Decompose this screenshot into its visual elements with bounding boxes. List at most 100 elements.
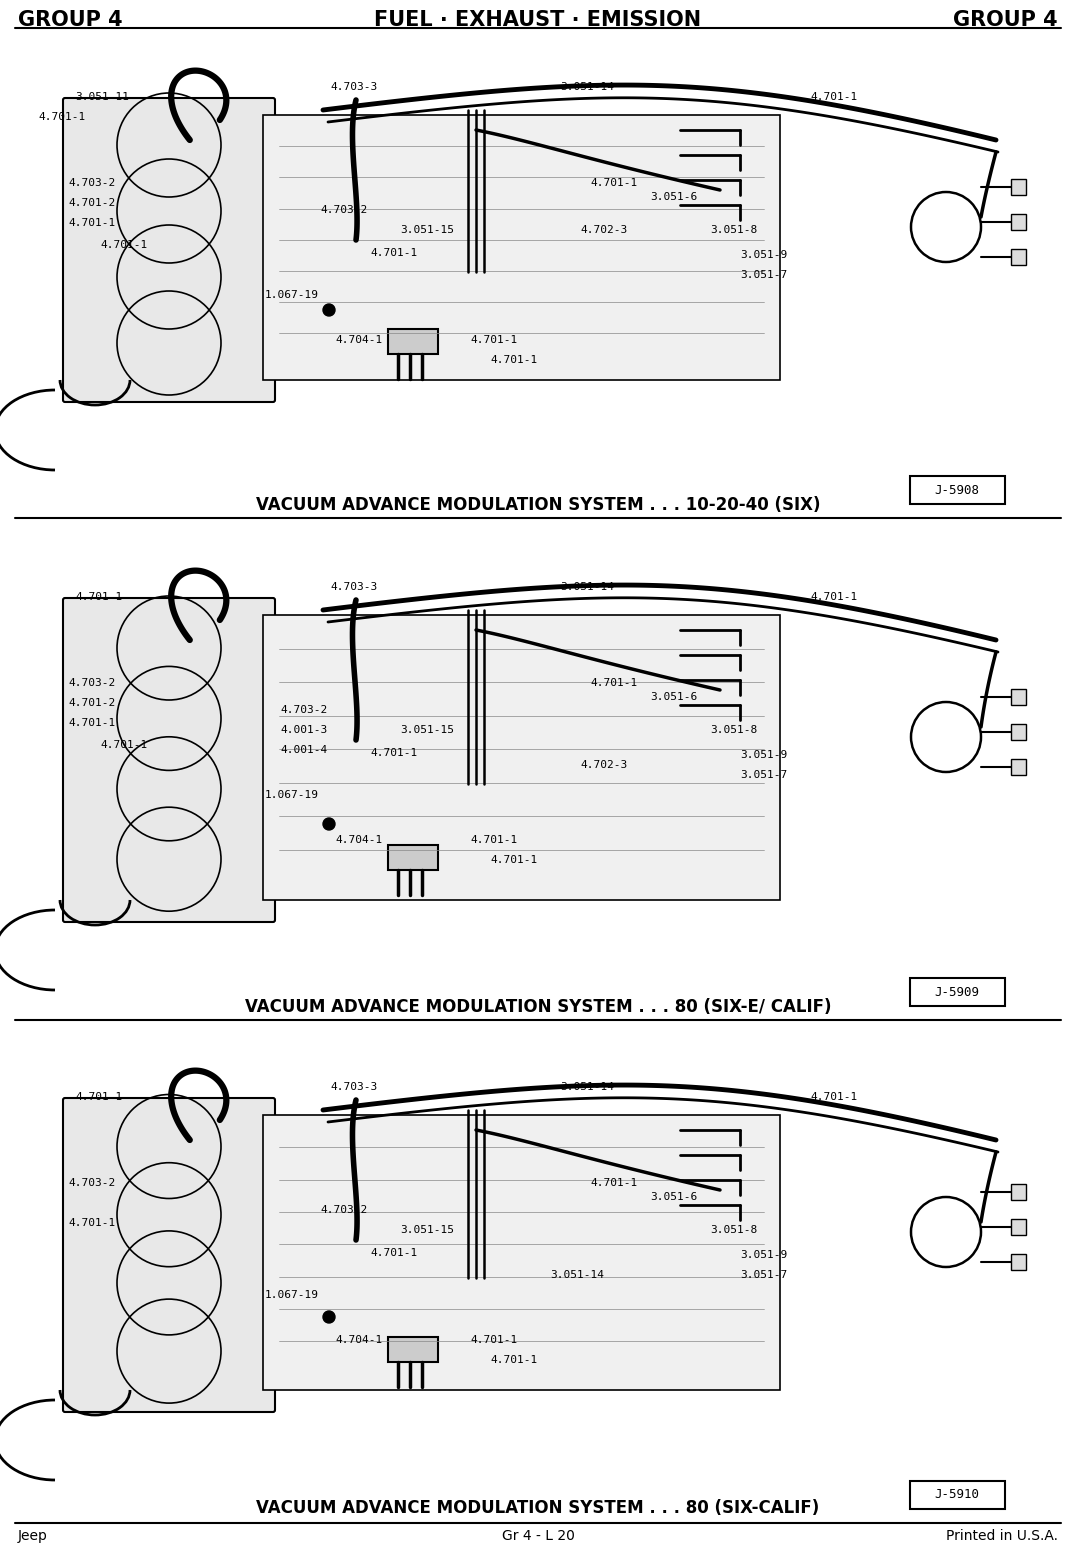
- Text: J-5908: J-5908: [934, 484, 979, 496]
- Bar: [1011, 180, 1027, 195]
- Text: 4.703-2: 4.703-2: [320, 204, 367, 215]
- Text: 4.703-2: 4.703-2: [320, 1205, 367, 1214]
- Text: 4.701-1: 4.701-1: [490, 354, 537, 365]
- Text: 3.051-14: 3.051-14: [550, 1271, 604, 1280]
- Text: 4.704-1: 4.704-1: [335, 835, 382, 845]
- Text: 4.701-1: 4.701-1: [68, 1218, 115, 1229]
- Text: 1.067-19: 1.067-19: [265, 1289, 318, 1300]
- Text: 3.051-9: 3.051-9: [740, 749, 788, 760]
- Text: 3.051-8: 3.051-8: [710, 1225, 758, 1235]
- Text: 4.703-2: 4.703-2: [68, 178, 115, 187]
- Text: FUEL · EXHAUST · EMISSION: FUEL · EXHAUST · EMISSION: [374, 9, 702, 30]
- Circle shape: [323, 818, 335, 830]
- Bar: [910, 1481, 1005, 1509]
- Bar: [263, 615, 780, 901]
- Text: GROUP 4: GROUP 4: [18, 9, 123, 30]
- Text: VACUUM ADVANCE MODULATION SYSTEM . . . 80 (SIX-CALIF): VACUUM ADVANCE MODULATION SYSTEM . . . 8…: [256, 1499, 820, 1517]
- Text: 3.051-7: 3.051-7: [740, 270, 788, 279]
- Text: 4.701-1: 4.701-1: [470, 835, 518, 845]
- Text: 4.703-2: 4.703-2: [68, 1179, 115, 1188]
- Bar: [1011, 250, 1027, 265]
- Text: 4.701-1: 4.701-1: [68, 219, 115, 228]
- Text: 3.051-7: 3.051-7: [740, 1271, 788, 1280]
- Text: Jeep: Jeep: [18, 1530, 47, 1542]
- Text: 4.701-1: 4.701-1: [590, 677, 637, 688]
- Text: 4.701-1: 4.701-1: [38, 112, 85, 122]
- Text: 1.067-19: 1.067-19: [265, 790, 318, 799]
- Text: 3.051-14: 3.051-14: [560, 83, 614, 92]
- Text: 3.051-6: 3.051-6: [650, 192, 697, 201]
- Circle shape: [323, 1311, 335, 1324]
- Text: 3.051-8: 3.051-8: [710, 724, 758, 735]
- Bar: [1011, 1253, 1027, 1271]
- Text: 4.701-1: 4.701-1: [75, 592, 123, 603]
- FancyBboxPatch shape: [63, 1097, 275, 1413]
- Text: 4.704-1: 4.704-1: [335, 1335, 382, 1346]
- Text: J-5910: J-5910: [934, 1489, 979, 1502]
- Text: 4.703-3: 4.703-3: [330, 83, 378, 92]
- Text: 4.704-1: 4.704-1: [335, 336, 382, 345]
- Bar: [263, 116, 780, 379]
- Text: 4.701-1: 4.701-1: [470, 1335, 518, 1346]
- Bar: [1011, 214, 1027, 229]
- Bar: [388, 329, 438, 354]
- Text: 3.051-15: 3.051-15: [400, 1225, 454, 1235]
- Text: 4.701-1: 4.701-1: [490, 1355, 537, 1364]
- Bar: [910, 979, 1005, 1005]
- Text: 4.703-3: 4.703-3: [330, 1082, 378, 1093]
- Text: GROUP 4: GROUP 4: [953, 9, 1058, 30]
- Bar: [388, 1338, 438, 1363]
- Text: 4.701-2: 4.701-2: [68, 698, 115, 709]
- Bar: [1011, 1219, 1027, 1235]
- Text: 4.701-1: 4.701-1: [68, 718, 115, 727]
- Text: VACUUM ADVANCE MODULATION SYSTEM . . . 80 (SIX-E/ CALIF): VACUUM ADVANCE MODULATION SYSTEM . . . 8…: [244, 997, 832, 1016]
- Text: 4.701-1: 4.701-1: [810, 92, 858, 101]
- Bar: [1011, 724, 1027, 740]
- Text: Printed in U.S.A.: Printed in U.S.A.: [946, 1530, 1058, 1542]
- Text: 4.701-1: 4.701-1: [590, 1179, 637, 1188]
- Text: 3.051-14: 3.051-14: [560, 582, 614, 592]
- Text: 3.051-14: 3.051-14: [560, 1082, 614, 1093]
- Text: 3.051-11: 3.051-11: [75, 92, 129, 101]
- FancyBboxPatch shape: [63, 598, 275, 923]
- Circle shape: [323, 304, 335, 315]
- Text: 4.701-1: 4.701-1: [370, 1247, 417, 1258]
- Text: 4.703-3: 4.703-3: [330, 582, 378, 592]
- Bar: [388, 845, 438, 869]
- Text: 4.701-1: 4.701-1: [810, 592, 858, 603]
- Text: 4.701-1: 4.701-1: [490, 855, 537, 865]
- Text: 3.051-6: 3.051-6: [650, 692, 697, 702]
- Text: 4.701-1: 4.701-1: [100, 240, 147, 250]
- Text: J-5909: J-5909: [934, 985, 979, 999]
- Bar: [1011, 688, 1027, 706]
- Text: 4.701-1: 4.701-1: [75, 1093, 123, 1102]
- Text: 3.051-15: 3.051-15: [400, 225, 454, 236]
- Text: 4.703-2: 4.703-2: [280, 706, 327, 715]
- Text: 3.051-8: 3.051-8: [710, 225, 758, 236]
- Text: 4.703-2: 4.703-2: [68, 677, 115, 688]
- Text: 3.051-7: 3.051-7: [740, 770, 788, 780]
- Bar: [1011, 759, 1027, 774]
- Bar: [263, 1115, 780, 1389]
- Text: Gr 4 - L 20: Gr 4 - L 20: [501, 1530, 575, 1542]
- Text: 4.701-1: 4.701-1: [100, 740, 147, 749]
- Text: 4.701-1: 4.701-1: [470, 336, 518, 345]
- Text: 3.051-9: 3.051-9: [740, 1250, 788, 1260]
- Text: 3.051-9: 3.051-9: [740, 250, 788, 261]
- Bar: [1011, 1183, 1027, 1200]
- Text: 4.701-1: 4.701-1: [810, 1093, 858, 1102]
- Text: VACUUM ADVANCE MODULATION SYSTEM . . . 10-20-40 (SIX): VACUUM ADVANCE MODULATION SYSTEM . . . 1…: [256, 496, 820, 514]
- Text: 4.701-2: 4.701-2: [68, 198, 115, 208]
- Text: 3.051-6: 3.051-6: [650, 1193, 697, 1202]
- Text: 4.001-4: 4.001-4: [280, 745, 327, 756]
- Bar: [910, 476, 1005, 504]
- Text: 4.702-3: 4.702-3: [580, 225, 627, 236]
- Text: 4.701-1: 4.701-1: [590, 178, 637, 187]
- Text: 1.067-19: 1.067-19: [265, 290, 318, 300]
- FancyBboxPatch shape: [63, 98, 275, 403]
- Text: 4.702-3: 4.702-3: [580, 760, 627, 770]
- Text: 4.001-3: 4.001-3: [280, 724, 327, 735]
- Text: 4.701-1: 4.701-1: [370, 248, 417, 258]
- Text: 3.051-15: 3.051-15: [400, 724, 454, 735]
- Text: 4.701-1: 4.701-1: [370, 748, 417, 759]
